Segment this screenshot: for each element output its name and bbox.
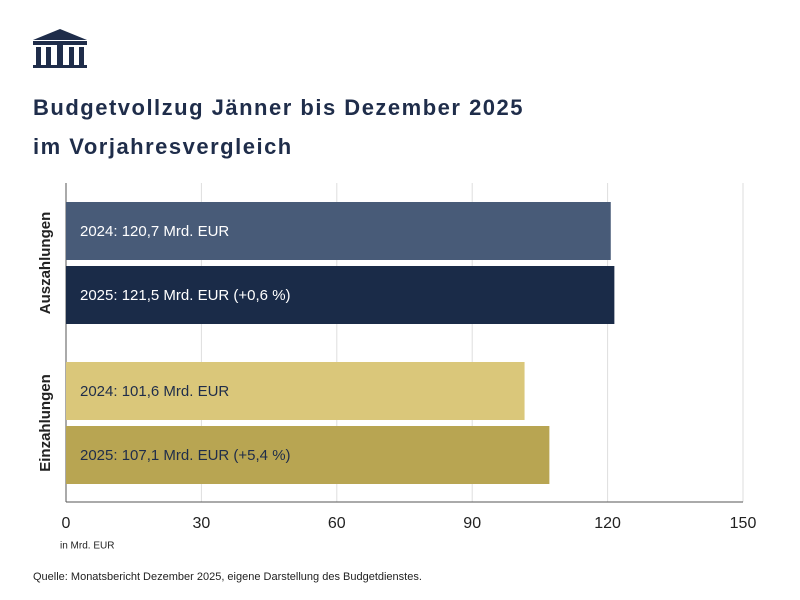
- x-tick-label: 30: [193, 515, 211, 532]
- value-label: 2024: 101,6 Mrd. EUR: [80, 383, 229, 400]
- x-tick-label: 60: [328, 515, 346, 532]
- bar: [66, 362, 525, 420]
- bar: [66, 266, 615, 324]
- value-label: 2025: 107,1 Mrd. EUR (+5,4 %): [80, 447, 291, 464]
- x-tick-label: 90: [463, 515, 481, 532]
- source-note: Quelle: Monatsbericht Dezember 2025, eig…: [33, 571, 422, 583]
- bar: [66, 426, 550, 484]
- x-tick-label: 150: [730, 515, 757, 532]
- y-tick-label: Einzahlungen: [37, 374, 54, 472]
- chart-title: Budgetvollzug Jänner bis Dezember 2025: [33, 95, 524, 120]
- x-tick-label: 120: [594, 515, 621, 532]
- chart-title: im Vorjahresvergleich: [33, 134, 293, 159]
- bar: [66, 202, 611, 260]
- x-tick-label: 0: [62, 515, 71, 532]
- logo: [33, 29, 87, 68]
- value-label: 2025: 121,5 Mrd. EUR (+0,6 %): [80, 287, 291, 304]
- value-label: 2024: 120,7 Mrd. EUR: [80, 223, 229, 240]
- x-axis-label: in Mrd. EUR: [60, 541, 114, 552]
- y-tick-label: Auszahlungen: [37, 212, 54, 315]
